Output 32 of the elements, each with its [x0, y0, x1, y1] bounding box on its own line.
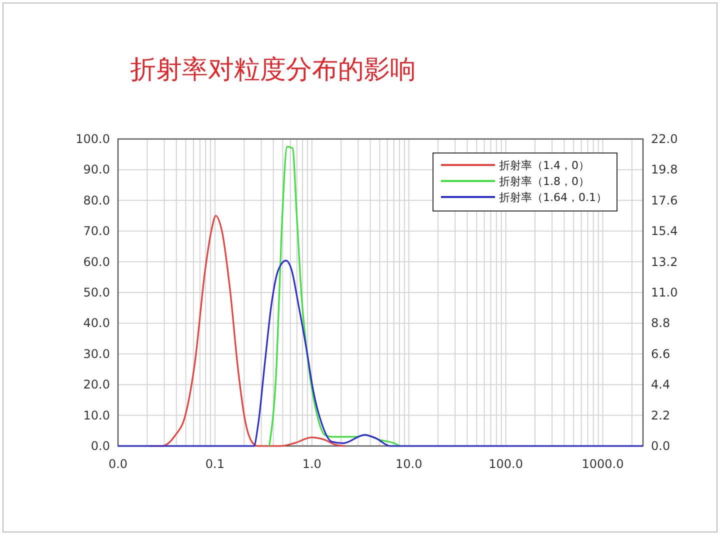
x-tick-label: 100.0: [488, 457, 523, 471]
y2-tick-label: 8.8: [651, 316, 670, 330]
y-tick-label: 50.0: [83, 286, 110, 300]
y-tick-label: 20.0: [83, 378, 110, 392]
legend-label: 折射率（1.64，0.1）: [499, 191, 607, 204]
y-tick-label: 80.0: [83, 193, 110, 208]
legend-label: 折射率（1.4，0）: [499, 159, 590, 172]
chart-title: 折射率对粒度分布的影响: [130, 55, 416, 85]
x-tick-label: 10.0: [396, 457, 422, 471]
y-tick-label: 10.0: [83, 408, 110, 422]
y2-tick-label: 17.6: [651, 193, 678, 208]
y-tick-label: 0.0: [90, 439, 110, 453]
x-tick-label: 1.0: [302, 457, 322, 471]
y2-tick-label: 2.2: [651, 408, 670, 422]
y-tick-label: 70.0: [83, 224, 110, 238]
y2-tick-label: 19.8: [651, 162, 678, 177]
y2-tick-label: 4.4: [651, 378, 670, 392]
y-tick-label: 60.0: [83, 254, 110, 269]
y-tick-label: 30.0: [83, 346, 110, 361]
y2-tick-label: 0.0: [651, 439, 670, 453]
x-tick-label: 0.1: [205, 457, 224, 471]
y-tick-label: 40.0: [83, 316, 110, 330]
y2-tick-label: 13.2: [651, 254, 678, 269]
y2-tick-label: 22.0: [651, 132, 678, 146]
y2-tick-label: 6.6: [651, 346, 670, 361]
legend-label: 折射率（1.8，0）: [499, 175, 590, 188]
y-tick-label: 90.0: [83, 162, 110, 177]
x-tick-label: 0.0: [108, 457, 128, 471]
y-tick-label: 100.0: [76, 132, 110, 146]
x-tick-label: 1000.0: [582, 457, 624, 471]
y2-tick-label: 11.0: [651, 286, 678, 300]
y2-tick-label: 15.4: [651, 224, 678, 238]
